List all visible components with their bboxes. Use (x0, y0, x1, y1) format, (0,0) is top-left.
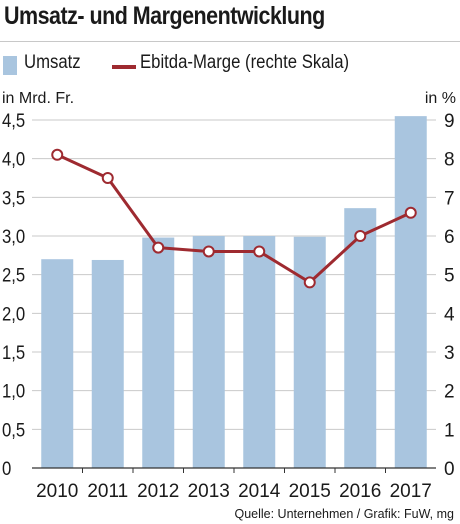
y-tick-label-right: 4 (444, 304, 455, 325)
legend-bar-swatch (3, 56, 17, 75)
bar-umsatz (394, 116, 427, 468)
y-tick-label-left: 2,5 (2, 265, 25, 286)
legend-bar-label: Umsatz (24, 52, 81, 73)
y-tick-label-left: 3,5 (2, 187, 25, 208)
y-tick-label-right: 6 (444, 227, 455, 248)
y-tick-label-left: 0 (2, 458, 11, 479)
point-ebitda-marge (51, 148, 64, 161)
bar-umsatz (192, 236, 225, 468)
x-tick-label: 2015 (289, 481, 331, 502)
y-tick-label-left: 4,5 (2, 110, 25, 131)
point-ebitda-marge (152, 241, 165, 254)
point-ebitda-marge (202, 245, 215, 258)
y-tick-label-left: 2,0 (2, 303, 25, 324)
y-tick-label-right: 5 (444, 266, 455, 287)
bar-umsatz (91, 259, 124, 468)
chart-title: Umsatz- und Margenentwicklung (4, 2, 325, 30)
point-ebitda-marge (303, 276, 316, 289)
y-tick-label-right: 7 (444, 188, 455, 209)
y-tick-label-right: 8 (444, 150, 455, 171)
x-tick-label: 2010 (36, 481, 78, 502)
x-tick-label: 2012 (137, 481, 179, 502)
title-divider (0, 41, 460, 42)
y-tick-label-right: 2 (444, 382, 455, 403)
legend-line-label: Ebitda-Marge (rechte Skala) (140, 52, 350, 73)
point-ebitda-marge (354, 230, 367, 242)
legend: Umsatz Ebitda-Marge (rechte Skala) (0, 48, 460, 78)
y-tick-label-right: 0 (444, 459, 455, 480)
y-tick-label-right: 9 (444, 111, 455, 132)
y-axis-label-right: in % (425, 90, 456, 107)
y-tick-label-left: 1,0 (2, 381, 25, 402)
y-axis-label-left: in Mrd. Fr. (2, 90, 74, 107)
x-tick-label: 2016 (339, 481, 381, 502)
bar-umsatz (344, 208, 377, 468)
y-tick-label-left: 1,5 (2, 342, 25, 363)
legend-line-swatch (112, 65, 136, 69)
point-ebitda-marge (404, 206, 417, 219)
y-tick-label-left: 4,0 (2, 149, 25, 170)
y-tick-label-right: 3 (444, 343, 455, 364)
y-tick-label-left: 3,0 (2, 226, 25, 247)
bar-umsatz (243, 236, 276, 468)
x-tick-label: 2011 (87, 481, 128, 502)
point-ebitda-marge (253, 245, 266, 258)
source-note: Quelle: Unternehmen / Grafik: FuW, mg (234, 507, 454, 521)
point-ebitda-marge (101, 172, 114, 184)
x-tick-label: 2017 (390, 481, 432, 502)
bar-umsatz (41, 259, 74, 468)
y-tick-label-right: 1 (444, 420, 455, 441)
x-tick-label: 2014 (238, 481, 281, 502)
x-tick-label: 2013 (188, 481, 230, 502)
y-tick-label-left: 0,5 (2, 419, 25, 440)
bar-umsatz (142, 237, 175, 468)
line-ebitda-marge (56, 153, 412, 284)
